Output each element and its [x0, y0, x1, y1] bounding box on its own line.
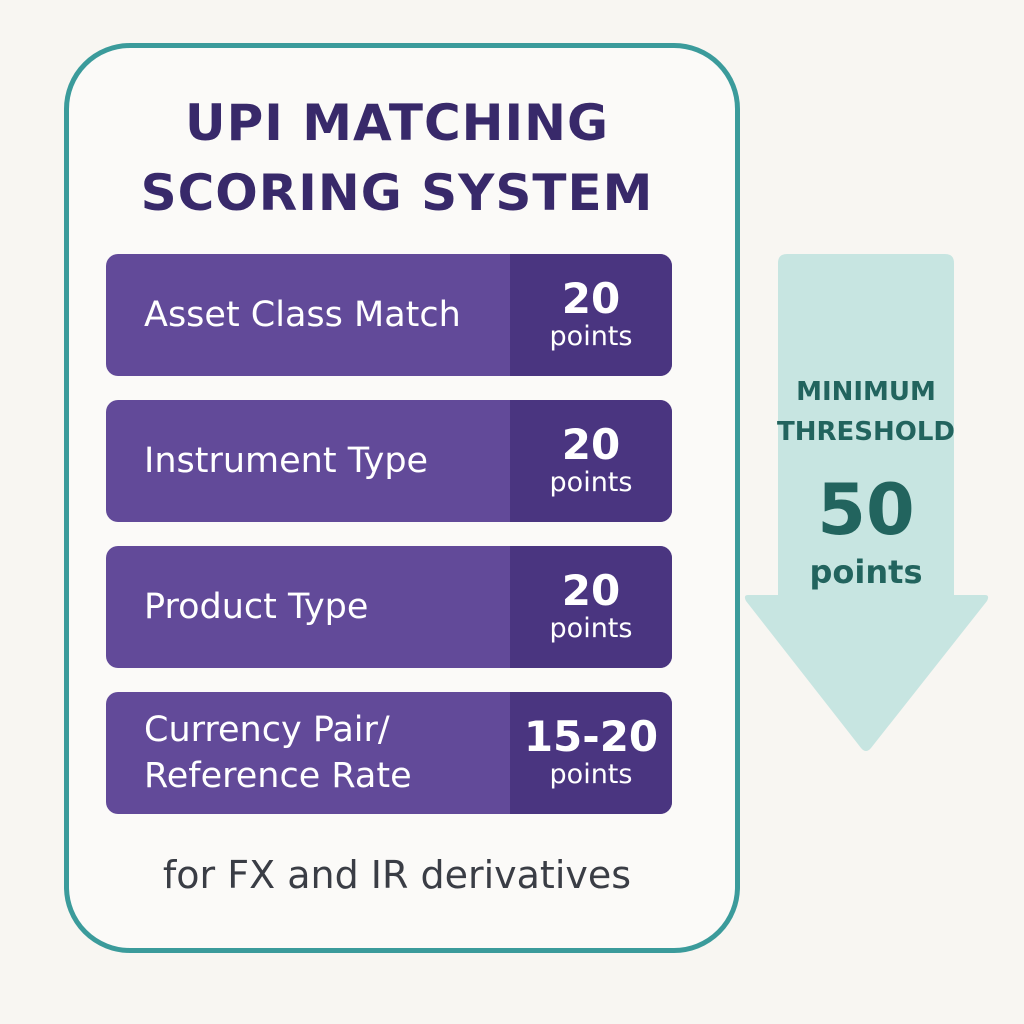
criterion-points-unit: points: [549, 321, 633, 352]
criterion-label: Asset Class Match: [144, 254, 504, 376]
criterion-label: Currency Pair/ Reference Rate: [144, 692, 504, 814]
criterion-currency-pair: Currency Pair/ Reference Rate 15-20 poin…: [106, 692, 672, 814]
criterion-points: 20 points: [510, 400, 672, 522]
threshold-arrow-shape: [744, 254, 989, 751]
criterion-points-value: 20: [561, 274, 621, 323]
title-line-1: UPI MATCHING: [185, 94, 609, 152]
threshold-unit: points: [809, 553, 923, 591]
criterion-points-unit: points: [549, 613, 633, 644]
criterion-label-line-1: Product Type: [144, 587, 369, 627]
footnote: for FX and IR derivatives: [162, 853, 632, 897]
criterion-asset-class: Asset Class Match 20 points: [106, 254, 672, 376]
threshold-label-line-1: MINIMUM: [796, 377, 936, 407]
threshold-label: MINIMUM THRESHOLD: [766, 372, 966, 452]
threshold-value: 50: [817, 469, 915, 551]
criterion-points-value: 20: [561, 420, 621, 469]
criterion-label: Instrument Type: [144, 400, 504, 522]
criterion-instrument-type: Instrument Type 20 points: [106, 400, 672, 522]
criterion-label-line-1: Currency Pair/: [144, 710, 390, 750]
threshold-label-line-2: THRESHOLD: [776, 417, 955, 447]
criterion-label: Product Type: [144, 546, 504, 668]
down-arrow-icon: [744, 254, 989, 751]
criterion-points: 20 points: [510, 546, 672, 668]
criterion-label-line-1: Asset Class Match: [144, 295, 461, 335]
criterion-points-value: 20: [561, 566, 621, 615]
criterion-label-line-1: Instrument Type: [144, 441, 429, 481]
criterion-product-type: Product Type 20 points: [106, 546, 672, 668]
criterion-points-unit: points: [549, 467, 633, 498]
criterion-points: 15-20 points: [510, 692, 672, 814]
criterion-points-value: 15-20: [523, 712, 659, 761]
page-title: UPI MATCHING SCORING SYSTEM: [0, 88, 794, 228]
title-line-2: SCORING SYSTEM: [140, 164, 654, 222]
criterion-points: 20 points: [510, 254, 672, 376]
criterion-label-line-2: Reference Rate: [144, 756, 412, 796]
criterion-points-unit: points: [549, 759, 633, 790]
